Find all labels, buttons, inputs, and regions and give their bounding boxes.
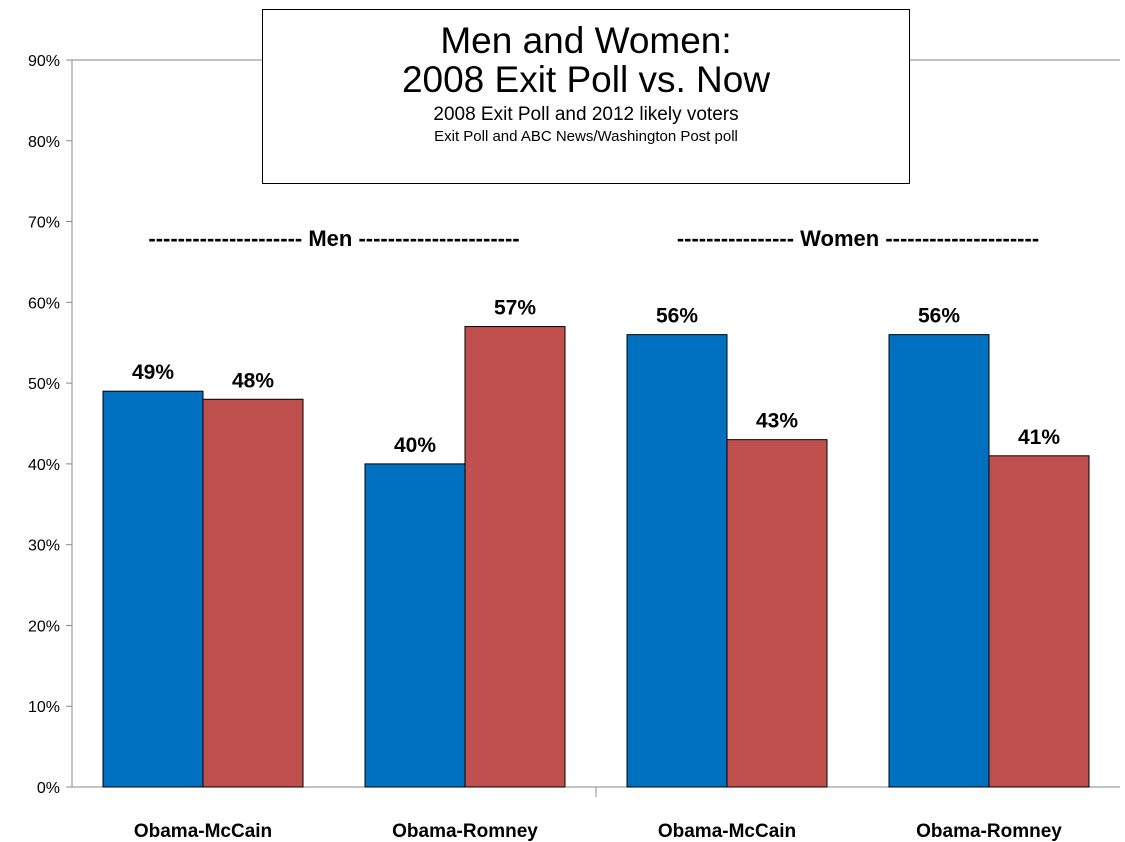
data-label: 57% (494, 297, 536, 320)
y-tick-label: 80% (28, 134, 60, 151)
chart-subtitle: 2008 Exit Poll and 2012 likely voters (433, 104, 739, 125)
bar (988, 455, 1090, 788)
bar (888, 334, 990, 788)
group-label: --------------------- Men --------------… (148, 226, 519, 251)
bars (102, 326, 1090, 788)
x-category-label: Obama-Romney (916, 821, 1062, 842)
data-label: 43% (756, 410, 798, 433)
category-labels: Obama-McCain Obama-Romney Obama-McCain Obam… (134, 821, 1062, 842)
data-labels: 49% 48% 40% 57% 56% 43% 56% 41% (132, 297, 1060, 457)
y-tick-label: 0% (37, 780, 60, 797)
y-tick-label: 50% (28, 376, 60, 393)
data-label: 41% (1018, 426, 1060, 449)
x-category-label: Obama-McCain (134, 821, 272, 842)
chart-source: Exit Poll and ABC News/Washington Post p… (434, 128, 738, 145)
y-tick-label: 60% (28, 295, 60, 312)
x-category-label: Obama-Romney (392, 821, 538, 842)
chart-title-box: Men and Women: 2008 Exit Poll vs. Now 20… (262, 9, 910, 184)
bar (726, 439, 828, 788)
data-label: 40% (394, 434, 436, 457)
data-label: 49% (132, 361, 174, 384)
bar (102, 390, 204, 788)
y-axis-ticks: 0% 10% 20% 30% 40% 50% 60% 70% 80% 90% (28, 53, 72, 797)
group-label: ---------------- Women -----------------… (677, 226, 1039, 251)
bar (202, 398, 304, 788)
y-tick-label: 70% (28, 215, 60, 232)
y-tick-label: 30% (28, 538, 60, 555)
y-tick-label: 20% (28, 618, 60, 635)
data-label: 56% (918, 305, 960, 328)
data-label: 48% (232, 369, 274, 392)
x-category-label: Obama-McCain (658, 821, 796, 842)
data-label: 56% (656, 305, 698, 328)
y-tick-label: 40% (28, 457, 60, 474)
chart-title-line2: 2008 Exit Poll vs. Now (401, 59, 771, 100)
y-tick-label: 10% (28, 699, 60, 716)
bar (464, 326, 566, 788)
bar (626, 334, 728, 788)
group-labels: --------------------- Men --------------… (148, 226, 1039, 251)
bar (364, 463, 466, 788)
chart-title: Men and Women: (440, 20, 732, 61)
y-tick-label: 90% (28, 53, 60, 70)
